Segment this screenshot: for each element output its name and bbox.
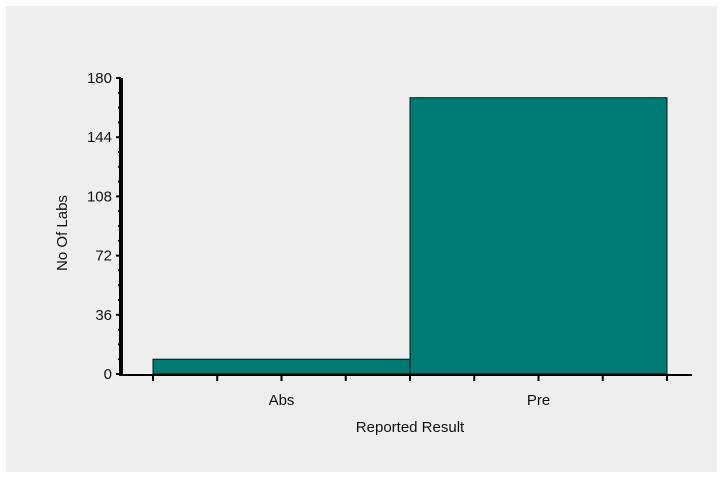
bar-abs	[152, 358, 411, 375]
y-tick-label: 36	[95, 307, 112, 324]
y-tick-label: 180	[87, 70, 112, 87]
x-tick-label-pre: Pre	[527, 392, 550, 409]
bars-group	[152, 97, 668, 375]
bar-pre	[409, 97, 668, 375]
y-tick-label: 0	[104, 366, 112, 383]
x-tick-label-abs: Abs	[269, 392, 295, 409]
y-axis-title: No Of Labs	[54, 195, 71, 271]
y-tick-label: 144	[87, 129, 112, 146]
y-tick-label: 72	[95, 248, 112, 265]
y-tick-label: 108	[87, 188, 112, 205]
x-axis: Abs Pre	[119, 374, 692, 409]
x-axis-title: Reported Result	[356, 419, 465, 436]
y-axis: 0 36 72 108 144 180	[87, 70, 123, 383]
